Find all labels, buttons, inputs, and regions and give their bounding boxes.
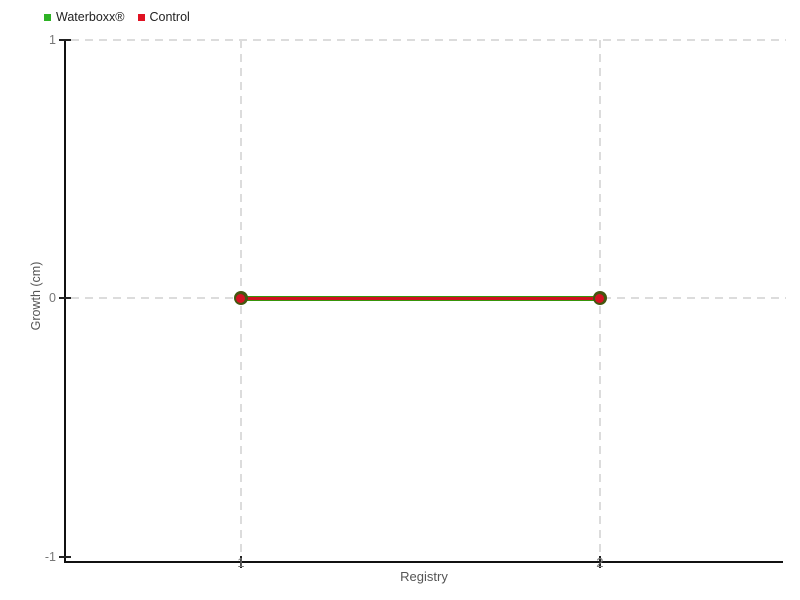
legend-label: Control bbox=[149, 10, 190, 24]
x-tick-label: 2 bbox=[596, 555, 604, 570]
legend-swatch-icon bbox=[44, 13, 51, 21]
y-tick-mark bbox=[59, 297, 71, 300]
x-tick-label: 1 bbox=[237, 555, 245, 570]
y-tick-label: -1 bbox=[44, 549, 56, 564]
legend-item: Waterboxx® bbox=[44, 10, 125, 24]
y-tick-label: 1 bbox=[49, 33, 56, 47]
x-axis-title: Registry bbox=[400, 569, 448, 584]
y-axis-line bbox=[64, 40, 66, 563]
legend-item: Control bbox=[137, 10, 190, 24]
x-tick-mark bbox=[239, 556, 242, 568]
data-point-marker-control bbox=[236, 293, 246, 303]
gridline-horizontal bbox=[71, 39, 786, 41]
x-axis-line bbox=[64, 561, 783, 563]
y-tick-mark bbox=[59, 39, 71, 41]
chart-legend: Waterboxx® Control bbox=[44, 10, 190, 24]
y-tick-label: 0 bbox=[49, 291, 56, 306]
series-line-control bbox=[240, 296, 600, 300]
x-tick-mark bbox=[598, 556, 601, 568]
legend-label: Waterboxx® bbox=[56, 10, 125, 24]
data-point-marker-control bbox=[595, 293, 605, 303]
y-tick-mark bbox=[59, 555, 71, 558]
legend-swatch-icon bbox=[137, 13, 145, 21]
